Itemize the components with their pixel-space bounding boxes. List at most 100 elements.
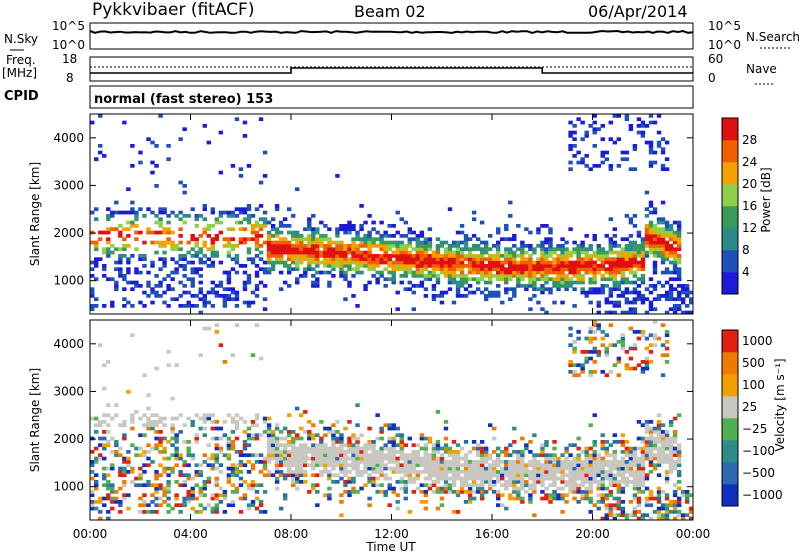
heatmap-cell <box>660 200 666 205</box>
heatmap-cell <box>652 456 658 461</box>
heatmap-cell <box>564 240 569 245</box>
heatmap-cell <box>379 244 384 248</box>
heatmap-cell <box>487 486 493 491</box>
nsky-label: N.Sky <box>4 32 38 46</box>
heatmap-cell <box>146 420 151 424</box>
heatmap-cell <box>483 450 489 454</box>
heatmap-cell <box>278 224 284 228</box>
heatmap-cell <box>347 244 352 248</box>
heatmap-cell <box>423 247 429 252</box>
heatmap-cell <box>580 366 585 371</box>
heatmap-cell <box>508 264 513 268</box>
heatmap-cell <box>174 463 179 468</box>
heatmap-cell <box>676 480 682 484</box>
heatmap-cell <box>395 247 400 252</box>
heatmap-cell <box>347 480 352 484</box>
heatmap-cell <box>520 453 525 458</box>
heatmap-cell <box>620 473 626 478</box>
heatmap-cell <box>347 490 352 494</box>
heatmap-cell <box>210 463 216 468</box>
heatmap-cell <box>483 480 489 484</box>
heatmap-cell <box>403 244 408 248</box>
heatmap-cell <box>286 244 292 248</box>
heatmap-cell <box>126 257 131 262</box>
heatmap-cell <box>343 250 348 255</box>
heatmap-cell <box>295 433 300 438</box>
heatmap-cell <box>664 250 670 255</box>
heatmap-cell <box>355 423 360 428</box>
heatmap-cell <box>544 257 549 262</box>
heatmap-cell <box>114 227 119 232</box>
heatmap-cell <box>435 443 441 448</box>
heatmap-cell <box>154 184 159 188</box>
colorbar-swatch <box>722 206 738 229</box>
heatmap-cell <box>596 270 601 275</box>
heatmap-cell <box>668 230 674 235</box>
heatmap-cell <box>552 300 557 305</box>
heatmap-cell <box>399 257 404 262</box>
heatmap-cell <box>520 277 525 282</box>
heatmap-cell <box>146 480 151 484</box>
heatmap-cell <box>479 460 485 464</box>
heatmap-cell <box>648 343 654 348</box>
heatmap-cell <box>387 247 392 252</box>
heatmap-cell <box>644 496 650 501</box>
heatmap-cell <box>656 496 662 501</box>
heatmap-cell <box>431 267 437 272</box>
heatmap-cell <box>142 493 147 498</box>
heatmap-cell <box>672 240 678 245</box>
heatmap-cell <box>162 486 167 491</box>
heatmap-cell <box>564 277 569 282</box>
heatmap-cell <box>624 453 630 458</box>
heatmap-cell <box>451 453 457 458</box>
heatmap-cell <box>451 254 457 258</box>
heatmap-cell <box>648 277 654 282</box>
heatmap-cell <box>648 150 654 155</box>
heatmap-cell <box>311 257 316 262</box>
heatmap-cell <box>640 483 646 488</box>
heatmap-cell <box>487 476 493 481</box>
heatmap-cell <box>190 207 195 212</box>
heatmap-cell <box>455 476 461 481</box>
heatmap-cell <box>138 510 143 514</box>
heatmap-cell <box>652 260 658 265</box>
heatmap-cell <box>564 483 569 488</box>
heatmap-cell <box>118 486 123 491</box>
heatmap-cell <box>592 234 597 238</box>
heatmap-cell <box>431 294 437 298</box>
heatmap-cell <box>130 413 135 418</box>
heatmap-cell <box>528 450 533 454</box>
heatmap-cell <box>102 247 107 252</box>
heatmap-cell <box>576 483 581 488</box>
heatmap-cell <box>98 230 103 235</box>
heatmap-cell <box>463 264 469 268</box>
heatmap-cell <box>520 270 525 275</box>
heatmap-cell <box>359 254 364 258</box>
heatmap-cell <box>150 260 155 265</box>
heatmap-cell <box>122 227 127 232</box>
heatmap-cell <box>612 453 618 458</box>
heatmap-cell <box>403 257 408 262</box>
heatmap-cell <box>202 230 207 235</box>
heatmap-cell <box>170 470 175 474</box>
heatmap-cell <box>572 483 577 488</box>
heatmap-cell <box>286 470 292 474</box>
heatmap-cell <box>588 254 593 258</box>
heatmap-cell <box>210 304 216 308</box>
heatmap-cell <box>479 290 485 295</box>
heatmap-cell <box>540 224 545 228</box>
heatmap-cell <box>568 254 573 258</box>
heatmap-cell <box>475 257 481 262</box>
heatmap-cell <box>512 264 517 268</box>
heatmap-cell <box>178 247 183 252</box>
heatmap-cell <box>238 450 244 454</box>
colorbar-tick-label: −100 <box>742 444 775 458</box>
heatmap-cell <box>552 483 557 488</box>
heatmap-cell <box>407 470 412 474</box>
heatmap-cell <box>166 480 171 484</box>
heatmap-cell <box>580 250 585 255</box>
heatmap-cell <box>556 460 561 464</box>
heatmap-cell <box>439 470 445 474</box>
heatmap-cell <box>134 214 139 218</box>
heatmap-cell <box>359 486 364 491</box>
